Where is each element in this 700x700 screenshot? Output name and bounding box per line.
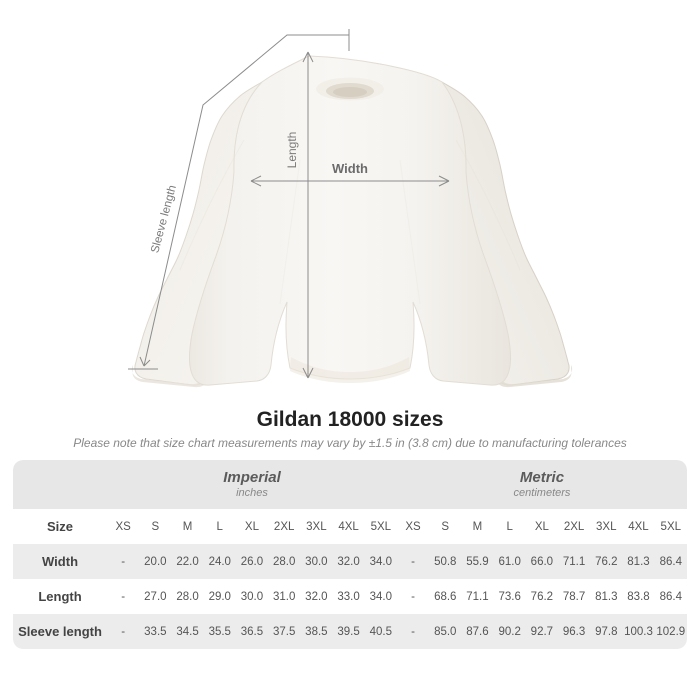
svg-text:Sleeve length: Sleeve length xyxy=(149,184,179,254)
svg-text:Length: Length xyxy=(285,132,299,169)
svg-text:Width: Width xyxy=(332,161,368,176)
